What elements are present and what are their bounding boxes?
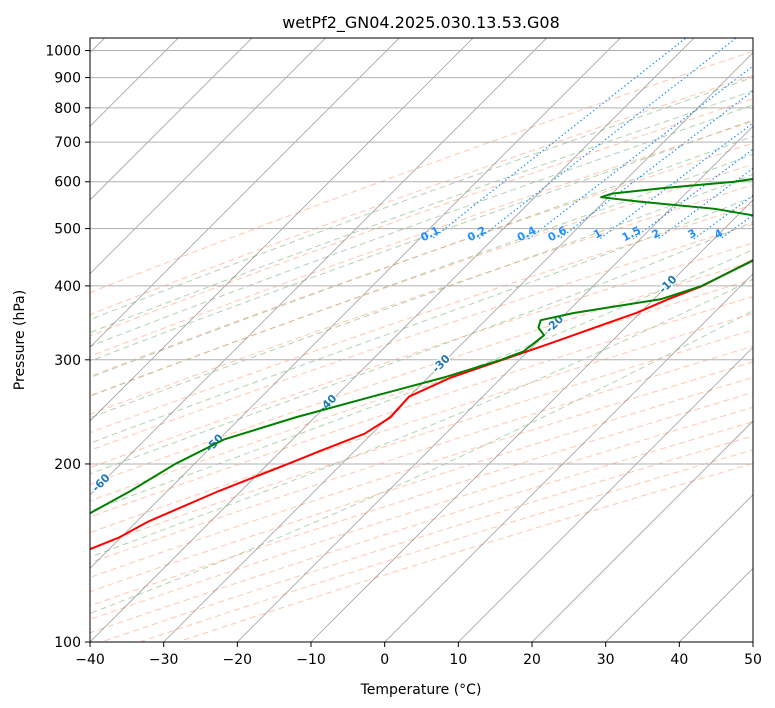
x-tick-label: 10 bbox=[449, 652, 467, 668]
y-axis: 1000 900 800 700 600 500 400 300 200 100 bbox=[45, 44, 90, 651]
isotherm-line bbox=[163, 52, 753, 642]
x-axis: −40 −30 −20 −10 0 10 20 30 40 50 bbox=[75, 642, 762, 668]
dry-adiabat-line bbox=[90, 345, 753, 564]
isotherm-line bbox=[90, 38, 400, 348]
moist-adiabat-line bbox=[90, 76, 753, 321]
dry-adiabat-line bbox=[90, 391, 753, 607]
x-tick-label: −20 bbox=[223, 652, 253, 668]
y-tick-label: 800 bbox=[54, 101, 81, 117]
mixing-ratio-label: 6 bbox=[751, 226, 764, 241]
isotherm-line bbox=[90, 38, 474, 422]
x-tick-label: −10 bbox=[296, 652, 326, 668]
x-tick-label: 30 bbox=[597, 652, 615, 668]
dry-adiabat-line bbox=[90, 312, 753, 534]
moist-adiabat-line bbox=[90, 249, 753, 512]
moist-adiabat-line bbox=[90, 173, 753, 419]
mixing-ratio-line bbox=[478, 38, 738, 240]
x-tick-label: 0 bbox=[380, 652, 389, 668]
isotherm-line bbox=[90, 38, 548, 496]
mixing-ratio-line bbox=[558, 90, 753, 240]
moist-adiabat-line bbox=[90, 90, 753, 334]
isobars bbox=[90, 50, 753, 642]
temperature-profile-line bbox=[90, 258, 753, 551]
dry-adiabat-line bbox=[90, 50, 753, 294]
x-axis-title: Temperature (°C) bbox=[360, 682, 482, 698]
x-tick-label: −40 bbox=[75, 652, 105, 668]
x-tick-label: 20 bbox=[523, 652, 541, 668]
plot-frame bbox=[89, 37, 754, 643]
dry-adiabat-line bbox=[90, 74, 753, 316]
isotherms bbox=[90, 38, 753, 642]
dry-adiabat-line bbox=[90, 361, 753, 578]
dry-adiabat-line bbox=[90, 242, 753, 469]
moist-adiabat-line bbox=[90, 135, 753, 379]
moist-adiabat-line bbox=[90, 104, 753, 347]
isotherm-line bbox=[90, 38, 327, 275]
dry-adiabat-line bbox=[90, 376, 753, 593]
dry-adiabat-line bbox=[90, 98, 753, 337]
y-tick-label: 100 bbox=[54, 635, 81, 651]
isotherm-line bbox=[310, 199, 753, 642]
dry-adiabat-line bbox=[90, 120, 753, 357]
moist-adiabat-line bbox=[90, 278, 753, 558]
isotherm-line bbox=[384, 273, 753, 642]
x-tick-label: −30 bbox=[149, 652, 179, 668]
isotherm-line bbox=[236, 125, 753, 642]
x-tick-label: 40 bbox=[670, 652, 688, 668]
chart-title: wetPf2_GN04.2025.030.13.53.G08 bbox=[282, 13, 560, 33]
dry-adiabat-line bbox=[90, 329, 753, 549]
y-tick-label: 500 bbox=[54, 222, 81, 238]
sounding-profiles bbox=[90, 177, 753, 551]
isotherm-line bbox=[90, 38, 253, 201]
dry-adiabat-line bbox=[90, 204, 753, 434]
y-tick-label: 400 bbox=[54, 279, 81, 295]
x-tick-label: 50 bbox=[744, 652, 762, 668]
y-tick-label: 900 bbox=[54, 71, 81, 87]
isotherm-line bbox=[90, 38, 695, 642]
y-axis-title: Pressure (hPa) bbox=[12, 290, 28, 390]
y-tick-label: 1000 bbox=[45, 44, 81, 60]
isotherm-line bbox=[605, 494, 753, 642]
moist-adiabat-line bbox=[90, 310, 753, 615]
y-tick-label: 700 bbox=[54, 135, 81, 151]
moist-adiabat-line bbox=[90, 221, 753, 475]
y-tick-label: 200 bbox=[54, 457, 81, 473]
moist-adiabats bbox=[90, 76, 753, 615]
isotherm-line bbox=[90, 38, 621, 569]
y-tick-label: 300 bbox=[54, 353, 81, 369]
dewpoint-profile-line bbox=[90, 177, 753, 515]
y-tick-label: 600 bbox=[54, 175, 81, 191]
mixing-ratio-line bbox=[431, 38, 687, 240]
dry-adiabat-line bbox=[90, 278, 753, 502]
isotherm-line bbox=[531, 420, 753, 642]
dry-adiabats bbox=[90, 50, 753, 642]
